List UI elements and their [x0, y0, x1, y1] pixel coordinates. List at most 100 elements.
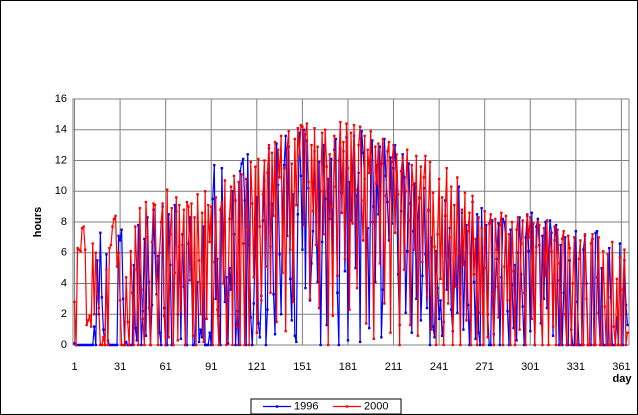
point-marker: [273, 333, 277, 336]
x-tick-label: 361: [612, 361, 630, 373]
point-marker: [342, 140, 345, 144]
point-marker: [366, 226, 369, 230]
point-marker: [542, 226, 546, 230]
point-marker: [124, 340, 128, 344]
point-marker: [216, 308, 219, 311]
point-marker: [343, 270, 347, 273]
point-marker: [384, 194, 388, 198]
point-marker: [457, 185, 461, 188]
point-marker: [617, 343, 620, 347]
point-marker: [518, 216, 521, 219]
point-marker: [375, 182, 379, 185]
point-marker: [207, 203, 210, 207]
point-marker: [120, 343, 123, 347]
point-marker: [105, 253, 108, 256]
point-marker: [603, 343, 606, 347]
point-marker: [258, 225, 262, 228]
point-marker: [468, 211, 471, 214]
point-marker: [553, 225, 556, 228]
point-marker: [86, 319, 90, 322]
point-marker: [380, 162, 383, 165]
point-marker: [167, 213, 170, 216]
point-marker: [343, 257, 347, 261]
point-marker: [539, 303, 543, 307]
point-marker: [510, 283, 514, 287]
point-marker: [626, 323, 629, 327]
point-marker: [285, 147, 289, 150]
point-marker: [401, 156, 404, 159]
point-marker: [114, 343, 117, 347]
point-marker: [179, 337, 183, 341]
point-marker: [118, 299, 122, 302]
point-marker: [358, 340, 362, 344]
point-marker: [551, 334, 555, 337]
point-marker: [562, 230, 565, 233]
point-marker: [279, 134, 283, 138]
point-marker: [371, 139, 374, 142]
point-marker: [311, 210, 315, 213]
point-marker: [524, 343, 527, 347]
point-marker: [623, 248, 626, 251]
point-marker: [624, 343, 628, 347]
point-marker: [182, 208, 186, 211]
point-marker: [430, 328, 433, 331]
point-marker: [412, 230, 415, 233]
point-marker: [477, 331, 480, 334]
point-marker: [415, 154, 418, 158]
point-marker: [355, 194, 359, 198]
x-tick-label: 211: [385, 361, 403, 373]
point-marker: [451, 343, 454, 347]
point-marker: [404, 311, 407, 314]
point-marker: [477, 216, 480, 219]
point-marker: [576, 343, 579, 347]
point-marker: [380, 336, 383, 339]
point-marker: [325, 165, 328, 168]
point-marker: [618, 242, 622, 245]
point-marker: [134, 326, 137, 330]
point-marker: [592, 343, 596, 347]
point-marker: [579, 239, 582, 242]
point-marker: [313, 127, 316, 130]
y-tick-label: 12: [55, 154, 67, 166]
point-marker: [516, 216, 520, 219]
point-marker: [396, 193, 400, 196]
point-marker: [211, 197, 214, 201]
point-marker: [225, 276, 228, 279]
point-marker: [144, 334, 148, 337]
point-marker: [144, 200, 148, 204]
point-marker: [301, 248, 304, 251]
point-marker: [434, 343, 438, 347]
point-marker: [608, 246, 611, 250]
point-marker: [513, 263, 517, 267]
x-tick-label: 1: [71, 361, 77, 373]
point-marker: [498, 223, 502, 227]
point-marker: [529, 216, 532, 219]
point-marker: [595, 230, 599, 233]
point-marker: [557, 262, 561, 265]
point-marker: [293, 334, 296, 337]
point-marker: [73, 300, 76, 304]
point-marker: [465, 319, 468, 322]
point-marker: [440, 196, 444, 199]
point-marker: [369, 130, 372, 133]
point-marker: [96, 293, 99, 296]
point-marker: [140, 288, 143, 291]
point-marker: [494, 285, 497, 288]
point-marker: [199, 313, 202, 316]
point-marker: [489, 343, 492, 347]
point-marker: [191, 343, 195, 347]
point-marker: [608, 343, 611, 347]
point-marker: [76, 343, 79, 347]
point-marker: [112, 217, 116, 221]
point-marker: [82, 225, 85, 228]
point-marker: [199, 328, 202, 331]
point-marker: [246, 153, 249, 156]
point-marker: [378, 262, 382, 265]
point-marker: [173, 271, 176, 274]
point-marker: [272, 214, 275, 218]
point-marker: [96, 259, 99, 262]
point-marker: [103, 343, 107, 347]
point-marker: [374, 145, 377, 148]
point-marker: [207, 343, 210, 347]
point-marker: [457, 251, 461, 254]
